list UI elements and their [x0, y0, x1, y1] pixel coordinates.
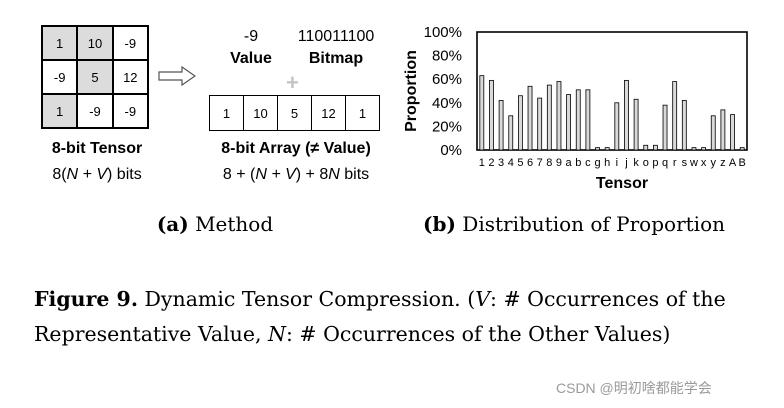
proportion-chart: 0% 20% 40% 60% 80% 100% 1 2 3 4 5 6 7 8 9 a b c g h i j k o p q r s… [403, 24, 748, 192]
x-tick-label: 5 [517, 157, 523, 169]
grid-cell: -9 [77, 94, 113, 128]
bar [517, 95, 523, 151]
bar [652, 144, 658, 151]
bar [604, 147, 610, 151]
x-tick-label: k [633, 157, 639, 169]
array-row: 1 10 5 12 1 [209, 95, 380, 131]
x-tick-label: 1 [479, 157, 485, 169]
x-tick-label: 3 [498, 157, 504, 169]
array-size: 8 + (N + V) + 8N bits [222, 166, 370, 183]
bar [643, 144, 649, 151]
array-cell: 1 [210, 96, 244, 130]
y-tick-label: 0% [440, 142, 462, 159]
x-tick-label: o [643, 157, 649, 169]
bar [595, 147, 600, 151]
bar [585, 89, 591, 151]
x-tick-label: j [624, 157, 627, 169]
grid-cell: -9 [42, 60, 78, 94]
watermark: CSDN @明初啥都能学会 [556, 380, 712, 396]
x-tick-label: i [616, 157, 618, 169]
tensor-label: 8-bit Tensor [51, 140, 143, 157]
x-tick-label: r [673, 157, 677, 169]
x-tick-label: A [729, 157, 737, 169]
value-number: -9 [243, 28, 259, 45]
tensor-size: 8(N + V) bits [52, 166, 142, 183]
bar [546, 84, 552, 151]
bar [479, 75, 485, 151]
x-tick-label: z [720, 157, 726, 169]
bar [556, 81, 562, 151]
bar [537, 97, 543, 151]
tensor-grid: 1 10 -9 -9 5 12 1 -9 -9 [41, 25, 149, 129]
grid-cell: 12 [112, 60, 148, 94]
array-cell: 12 [312, 96, 346, 130]
bar [681, 100, 687, 151]
array-cell: 5 [278, 96, 312, 130]
grid-cell: 1 [42, 94, 78, 128]
x-tick-label: 6 [527, 157, 533, 169]
x-axis-label: Tensor [596, 175, 648, 192]
x-tick-label: w [689, 157, 698, 169]
plus-icon: + [286, 70, 299, 95]
bar [720, 109, 726, 151]
grid-cell: 5 [77, 60, 113, 94]
y-tick-label: 100% [424, 24, 462, 41]
y-axis-label: Proportion [403, 50, 420, 132]
x-tick-label: 7 [537, 157, 543, 169]
x-tick-label: 4 [508, 157, 514, 169]
bar [498, 100, 504, 151]
arrow-right-icon [158, 66, 196, 86]
bitmap-label: Bitmap [308, 50, 364, 67]
grid-cell: -9 [112, 26, 148, 60]
bar [614, 102, 620, 151]
bar [508, 115, 514, 151]
array-label: 8-bit Array (≠ Value) [221, 140, 371, 157]
x-tick-label: 2 [488, 157, 494, 169]
x-tick-label: h [604, 157, 610, 169]
subcaption-b: (b) Distribution of Proportion [423, 212, 725, 236]
bitmap-number: 110011100 [297, 28, 375, 45]
y-tick-label: 20% [432, 118, 462, 135]
bar [672, 81, 678, 151]
array-cell: 1 [358, 105, 367, 121]
x-tick-label: b [575, 157, 581, 169]
x-tick-label: q [662, 157, 668, 169]
x-tick-label: p [652, 157, 658, 169]
plot-frame [476, 31, 748, 151]
x-tick-label: y [711, 157, 717, 169]
bar [489, 79, 494, 151]
x-tick-label: a [566, 157, 573, 169]
figure-caption: Figure 9. Dynamic Tensor Compression. (V… [34, 287, 726, 346]
bar [730, 114, 735, 151]
bar [662, 104, 668, 151]
bar [710, 115, 716, 151]
x-tick-label: c [585, 157, 591, 169]
subcaption-a: (a) Method [156, 212, 274, 236]
array-cell: 10 [244, 96, 278, 130]
bar [633, 98, 639, 151]
grid-cell: -9 [112, 94, 148, 128]
x-tick-label: x [701, 157, 707, 169]
bar [739, 147, 745, 151]
bar [691, 147, 697, 151]
x-tick-label: s [682, 157, 688, 169]
x-tick-label: 8 [546, 157, 552, 169]
y-tick-label: 40% [432, 95, 462, 112]
grid-cell: 1 [42, 26, 78, 60]
x-tick-label: B [739, 157, 746, 169]
bar [527, 85, 533, 151]
value-label: Value [230, 50, 272, 67]
y-tick-label: 80% [432, 48, 462, 65]
bar [566, 94, 572, 151]
x-tick-label: 9 [556, 157, 562, 169]
bar [701, 147, 707, 151]
grid-cell: 10 [77, 26, 113, 60]
bar [624, 79, 629, 151]
x-tick-label: g [594, 157, 600, 169]
y-tick-label: 60% [432, 71, 462, 88]
bar [575, 89, 581, 151]
